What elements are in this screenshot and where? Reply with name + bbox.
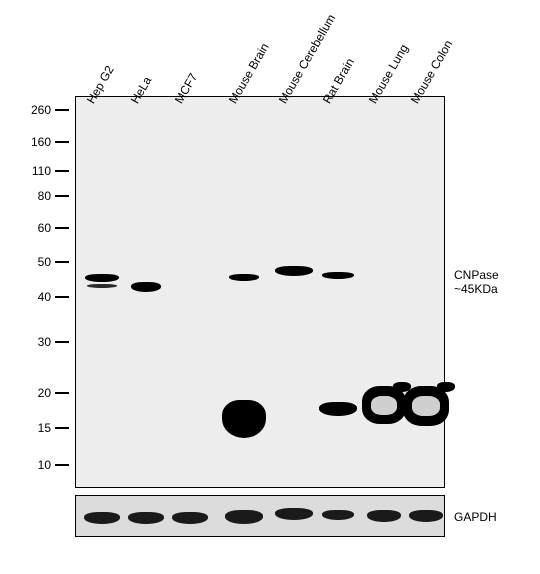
marker-label: 160 <box>10 135 51 149</box>
marker-tick <box>55 464 69 466</box>
marker-tick <box>55 141 69 143</box>
marker-tick <box>55 261 69 263</box>
marker-tick <box>55 227 69 229</box>
band <box>319 402 357 416</box>
marker-label: 60 <box>10 221 51 235</box>
western-blot-figure: Hep G2HeLaMCF7Mouse BrainMouse Cerebellu… <box>0 0 540 574</box>
band <box>322 272 354 279</box>
marker-label: 10 <box>10 458 51 472</box>
marker-label: 20 <box>10 386 51 400</box>
loading-band <box>84 512 120 524</box>
band <box>437 382 455 392</box>
marker-tick <box>55 341 69 343</box>
loading-band <box>322 510 354 520</box>
marker-tick <box>55 296 69 298</box>
marker-label: 260 <box>10 103 51 117</box>
target-label: GAPDH <box>454 510 497 524</box>
marker-tick <box>55 195 69 197</box>
loading-band <box>128 512 164 524</box>
marker-label: 15 <box>10 421 51 435</box>
loading-band <box>409 510 443 522</box>
loading-band <box>275 508 313 520</box>
band <box>229 274 259 281</box>
band <box>87 284 117 288</box>
loading-band <box>172 512 208 524</box>
marker-tick <box>55 109 69 111</box>
band <box>222 400 266 438</box>
marker-label: 80 <box>10 189 51 203</box>
marker-label: 40 <box>10 290 51 304</box>
marker-tick <box>55 427 69 429</box>
marker-tick <box>55 392 69 394</box>
loading-band <box>225 510 263 524</box>
band <box>275 266 313 276</box>
target-label: CNPase <box>454 268 499 282</box>
marker-label: 30 <box>10 335 51 349</box>
marker-tick <box>55 170 69 172</box>
band <box>85 274 119 282</box>
target-label: ~45KDa <box>454 282 498 296</box>
marker-label: 50 <box>10 255 51 269</box>
band <box>131 282 161 292</box>
marker-label: 110 <box>10 164 51 178</box>
band <box>403 386 449 426</box>
loading-band <box>367 510 401 522</box>
